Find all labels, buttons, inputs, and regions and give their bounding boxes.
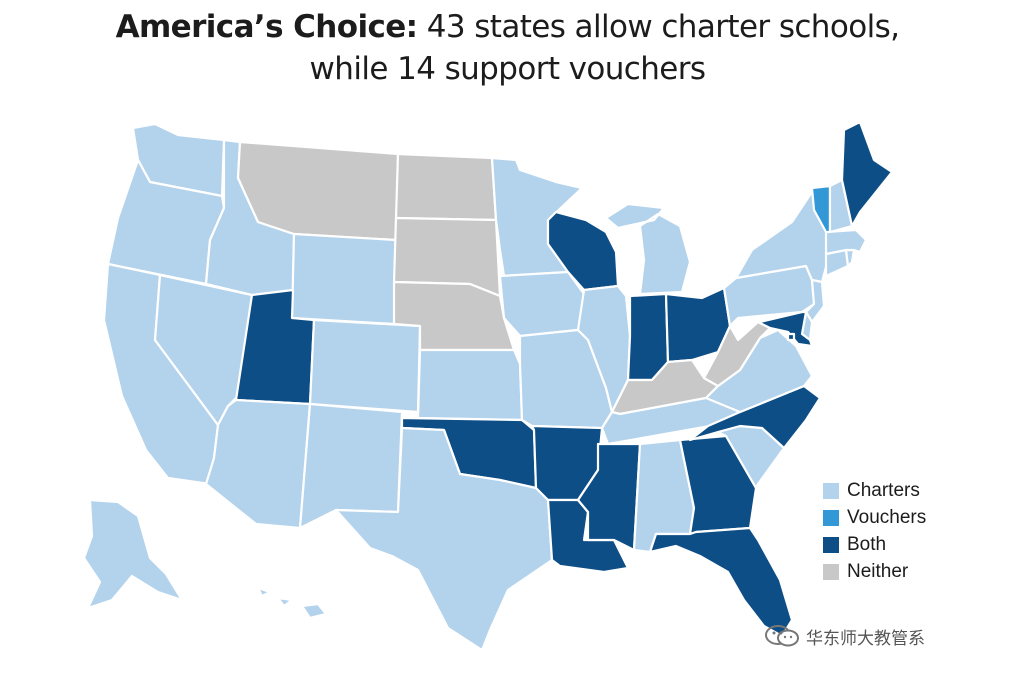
state-kansas[interactable] [416, 348, 524, 422]
state-west-virginia[interactable] [702, 320, 772, 388]
title-lead: America’s Choice: [115, 9, 418, 45]
state-maryland[interactable] [756, 310, 814, 348]
state-north-dakota[interactable] [394, 152, 498, 222]
legend-item-charters: Charters [823, 477, 926, 504]
state-rhode-island[interactable] [844, 248, 856, 268]
state-texas[interactable] [334, 426, 554, 652]
state-massachusetts[interactable] [824, 228, 868, 256]
state-vermont[interactable] [810, 184, 832, 234]
state-maine[interactable] [840, 120, 894, 228]
legend-label-charters: Charters [847, 479, 920, 501]
legend-swatch-charters [823, 482, 839, 499]
legend-item-vouchers: Vouchers [823, 504, 926, 531]
title-line-2: while 14 support vouchers [309, 51, 707, 87]
state-michigan[interactable] [604, 202, 692, 296]
wechat-icon [765, 625, 799, 647]
state-dc[interactable] [786, 332, 796, 342]
legend-item-both: Both [823, 531, 926, 558]
title-line-1: America’s Choice: 43 states allow charte… [0, 6, 1015, 48]
state-florida[interactable] [648, 526, 794, 638]
watermark-text: 华东师大教管系 [806, 628, 925, 649]
map-title: America’s Choice: 43 states allow charte… [0, 6, 1015, 90]
title-rest: 43 states allow charter schools, [417, 9, 900, 45]
legend-label-vouchers: Vouchers [847, 506, 927, 528]
legend-swatch-both [823, 536, 839, 553]
watermark: 华东师大教管系 [764, 624, 925, 649]
state-iowa[interactable] [498, 270, 586, 338]
state-hawaii[interactable] [256, 586, 328, 620]
legend-label-both: Both [847, 533, 887, 555]
legend-label-neither: Neither [847, 560, 909, 582]
legend-swatch-vouchers [823, 509, 839, 526]
legend-item-neither: Neither [823, 558, 926, 585]
state-wyoming[interactable] [290, 232, 398, 326]
state-arizona[interactable] [204, 398, 312, 530]
state-colorado[interactable] [308, 318, 422, 414]
state-alaska[interactable] [82, 498, 184, 610]
map-legend: Charters Vouchers Both Neither [823, 477, 926, 585]
legend-swatch-neither [823, 563, 839, 580]
state-wisconsin[interactable] [546, 210, 620, 292]
